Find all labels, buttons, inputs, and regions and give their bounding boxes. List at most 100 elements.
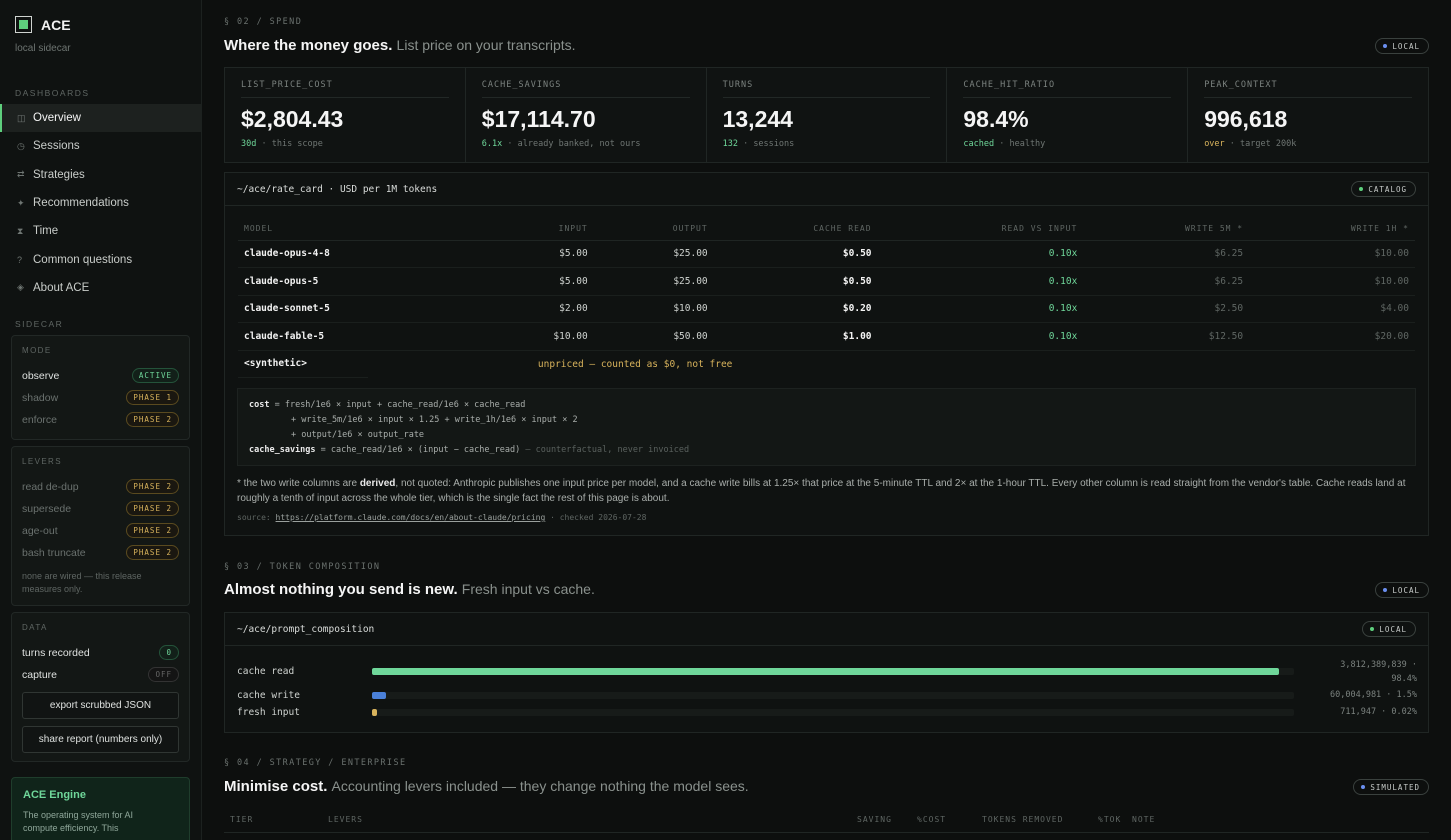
sidebar-item-recommendations[interactable]: ✦ Recommendations xyxy=(0,189,201,217)
col-header: INPUT xyxy=(367,218,594,241)
title-bold: Minimise cost. xyxy=(224,778,328,795)
kpi-sub-text: · already banked, not ours xyxy=(507,139,641,149)
bar-value: 60,004,981 · 1.5% xyxy=(1330,690,1417,700)
source-link[interactable]: https://platform.claude.com/docs/en/abou… xyxy=(275,513,546,522)
kpi-peak-context: PEAK_CONTEXT 996,618 over · target 200k xyxy=(1188,68,1428,162)
lever-row[interactable]: read de-dup PHASE 2 xyxy=(22,479,179,494)
tag-label: SIMULATED xyxy=(1370,782,1420,792)
local-tag: LOCAL xyxy=(1362,621,1416,637)
mode-row-shadow[interactable]: shadow PHASE 1 xyxy=(22,390,179,405)
kpi-sub-text: · sessions xyxy=(743,139,795,149)
cache-read-cell: $0.50 xyxy=(713,240,878,268)
bar-fresh-input: fresh input 711,947 · 0.02% xyxy=(237,704,1417,720)
table-row: claude-sonnet-5 $2.00 $10.00 $0.20 0.10x… xyxy=(238,295,1415,323)
bar-value: 711,947 · 0.02% xyxy=(1340,707,1417,717)
phase-badge: PHASE 2 xyxy=(126,545,179,560)
formula-line: cost = fresh/1e6 × input + cache_read/1e… xyxy=(249,398,1404,413)
lever-label: supersede xyxy=(22,502,72,515)
write-1h-cell: $10.00 xyxy=(1249,240,1415,268)
kpi-list-price-cost: LIST_PRICE_COST $2,804.43 30d · this sco… xyxy=(225,68,466,162)
output-cell: $10.00 xyxy=(593,295,714,323)
ratio-cell: 0.10x xyxy=(877,322,1084,351)
capture-row[interactable]: capture OFF xyxy=(22,667,179,682)
bar-cache-read: cache read 3,812,389,839 · 98.4% xyxy=(237,660,1417,684)
table-row: claude-fable-5 $10.00 $50.00 $1.00 0.10x… xyxy=(238,322,1415,351)
mode-row-enforce[interactable]: enforce PHASE 2 xyxy=(22,412,179,427)
table-row-synthetic: <synthetic> unpriced — counted as $0, no… xyxy=(238,350,1415,378)
bar-value: 3,812,389,839 · 98.4% xyxy=(1307,658,1417,686)
status-badge: ACTIVE xyxy=(131,368,179,383)
turns-label: turns recorded xyxy=(22,646,90,659)
lever-row[interactable]: bash truncate PHASE 2 xyxy=(22,545,179,560)
kpi-sub: cached · healthy xyxy=(963,139,1171,149)
lever-row[interactable]: supersede PHASE 2 xyxy=(22,501,179,516)
composition-header: ~/ace/prompt_composition LOCAL xyxy=(225,613,1428,646)
kpi-cache-hit-ratio: CACHE_HIT_RATIO 98.4% cached · healthy xyxy=(947,68,1189,162)
ratio-cell: 0.10x xyxy=(877,240,1084,268)
sidebar-item-label: Recommendations xyxy=(33,197,129,210)
dot-icon xyxy=(1383,588,1388,592)
model-cell: claude-fable-5 xyxy=(238,322,368,351)
engine-title: ACE Engine xyxy=(23,789,86,801)
kpi-value: 996,618 xyxy=(1204,106,1288,132)
dot-icon xyxy=(1370,627,1375,631)
brand[interactable]: ACE xyxy=(15,16,71,33)
mode-row-observe[interactable]: observe ACTIVE xyxy=(22,368,179,383)
capture-toggle[interactable]: OFF xyxy=(148,667,179,682)
sidebar-item-about[interactable]: ◈ About ACE xyxy=(0,274,201,302)
export-json-button[interactable]: export scrubbed JSON xyxy=(22,692,179,719)
dot-icon xyxy=(1383,44,1388,48)
kpi-sub: 132 · sessions xyxy=(723,139,931,149)
turns-row: turns recorded 0 xyxy=(22,645,179,660)
kpi-value: $17,114.70 xyxy=(481,106,596,132)
dashboards-heading: DASHBOARDS xyxy=(15,88,90,98)
section-title: Almost nothing you send is new. Fresh in… xyxy=(224,581,595,598)
diamond-icon: ◈ xyxy=(17,282,24,293)
sidebar-item-common-questions[interactable]: ? Common questions xyxy=(0,245,201,273)
bar-value-pct: 98.4% xyxy=(1391,674,1417,684)
composition-path: ~/ace/prompt_composition xyxy=(237,623,375,635)
input-cell: $2.00 xyxy=(367,295,594,323)
col-header: %TOK xyxy=(1098,815,1122,824)
section-title: Where the money goes. List price on your… xyxy=(224,37,576,54)
rate-table: MODEL INPUT OUTPUT CACHE READ READ VS IN… xyxy=(238,218,1415,378)
sidebar-item-time[interactable]: ⧗ Time xyxy=(0,217,201,245)
overview-icon: ◫ xyxy=(17,112,26,123)
clock-icon: ◷ xyxy=(17,140,25,151)
formula-line: + write_5m/1e6 × input × 1.25 + write_1h… xyxy=(291,415,578,425)
bar-track xyxy=(372,708,1294,716)
kpi-sub-hl: 6.1x xyxy=(481,139,503,149)
write-5m-cell: $2.50 xyxy=(1083,295,1250,323)
footnote-text: * the two write columns are xyxy=(237,478,360,489)
ace-engine-card[interactable]: ACE Engine The operating system for AI c… xyxy=(11,777,190,840)
source-line: source: https://platform.claude.com/docs… xyxy=(237,513,646,522)
kpi-value: 98.4% xyxy=(963,106,1029,132)
formula-key: cost xyxy=(249,400,270,410)
arrows-icon: ⇄ xyxy=(17,169,25,180)
write-5m-cell: $12.50 xyxy=(1083,322,1250,351)
rate-card-header: ~/ace/rate_card · USD per 1M tokens CATA… xyxy=(225,173,1428,206)
table-row: claude-opus-5 $5.00 $25.00 $0.50 0.10x $… xyxy=(238,267,1415,296)
sidebar-item-sessions[interactable]: ◷ Sessions xyxy=(0,132,201,160)
cache-read-cell: $1.00 xyxy=(713,322,878,351)
model-cell: claude-opus-5 xyxy=(238,267,368,296)
ace-logo-icon xyxy=(15,16,32,33)
bar-value-count: 3,812,389,839 · xyxy=(1340,660,1417,670)
lever-row[interactable]: age-out PHASE 2 xyxy=(22,523,179,538)
section-label: § 04 / STRATEGY / ENTERPRISE xyxy=(224,758,407,768)
phase-badge: PHASE 2 xyxy=(126,501,179,516)
share-report-button[interactable]: share report (numbers only) xyxy=(22,726,179,753)
mode-title: MODE xyxy=(22,346,52,355)
bar-track xyxy=(372,667,1294,675)
kpi-sub-hl: 132 xyxy=(722,139,738,149)
kpi-key: CACHE_SAVINGS xyxy=(481,80,690,98)
kpi-key: CACHE_HIT_RATIO xyxy=(963,80,1172,98)
kpi-sub: over · target 200k xyxy=(1204,139,1412,149)
sidebar-item-overview[interactable]: ◫ Overview xyxy=(0,104,201,133)
capture-label: capture xyxy=(22,668,58,681)
sidebar-item-strategies[interactable]: ⇄ Strategies xyxy=(0,161,201,189)
kpi-value: 13,244 xyxy=(722,106,793,132)
kpi-key: PEAK_CONTEXT xyxy=(1204,80,1412,98)
kpi-sub-text: · healthy xyxy=(999,139,1046,149)
sidebar-item-label: Sessions xyxy=(33,140,80,153)
